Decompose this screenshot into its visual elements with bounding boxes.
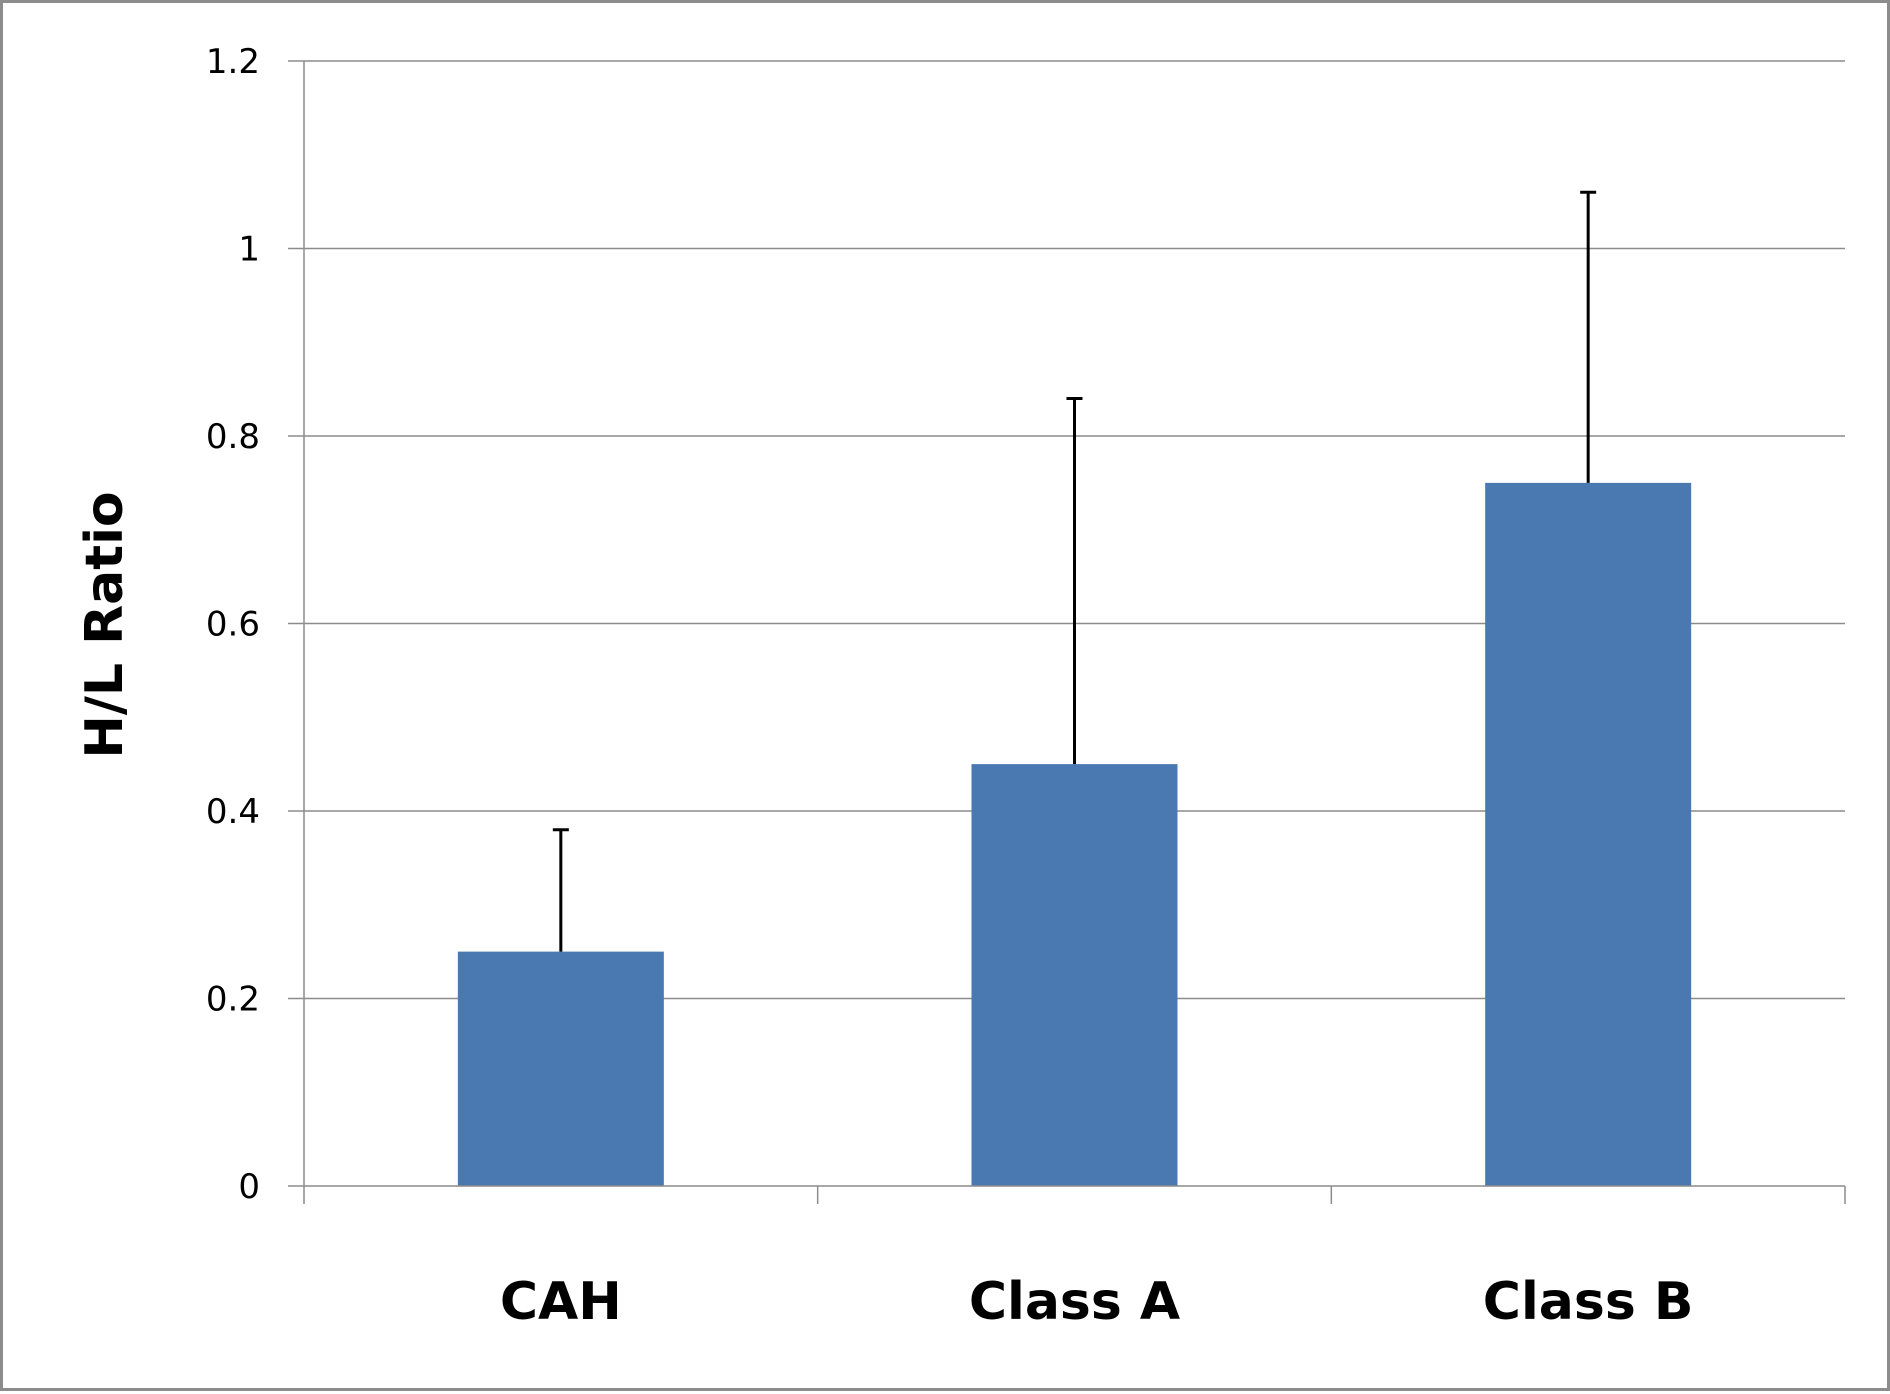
y-tick-label-6: 1.2 xyxy=(206,42,260,82)
x-category-label-2: Class B xyxy=(1483,1272,1694,1332)
y-tick-label-5: 1 xyxy=(238,230,260,270)
y-tick-label-1: 0.2 xyxy=(206,980,260,1020)
bar-chart: 0 0.2 0.4 0.6 0.8 1 1.2 CAH Class A Class B H/L … xyxy=(75,42,1846,1332)
bars xyxy=(457,482,1692,1186)
error-bars xyxy=(552,190,1597,952)
bar-2 xyxy=(1485,482,1692,1186)
y-tick-label-2: 0.4 xyxy=(206,792,260,832)
bar-1 xyxy=(971,764,1178,1186)
x-category-labels: CAH Class A Class B xyxy=(500,1272,1694,1332)
y-tick-label-4: 0.8 xyxy=(206,417,260,457)
axes xyxy=(288,60,1846,1204)
y-axis-title: H/L Ratio xyxy=(75,491,135,758)
y-tick-labels: 0 0.2 0.4 0.6 0.8 1 1.2 xyxy=(206,42,260,1207)
x-category-label-1: Class A xyxy=(969,1272,1180,1332)
y-tick-label-0: 0 xyxy=(238,1167,260,1207)
bar-0 xyxy=(457,951,664,1186)
x-category-label-0: CAH xyxy=(500,1272,622,1332)
y-tick-label-3: 0.6 xyxy=(206,605,260,645)
